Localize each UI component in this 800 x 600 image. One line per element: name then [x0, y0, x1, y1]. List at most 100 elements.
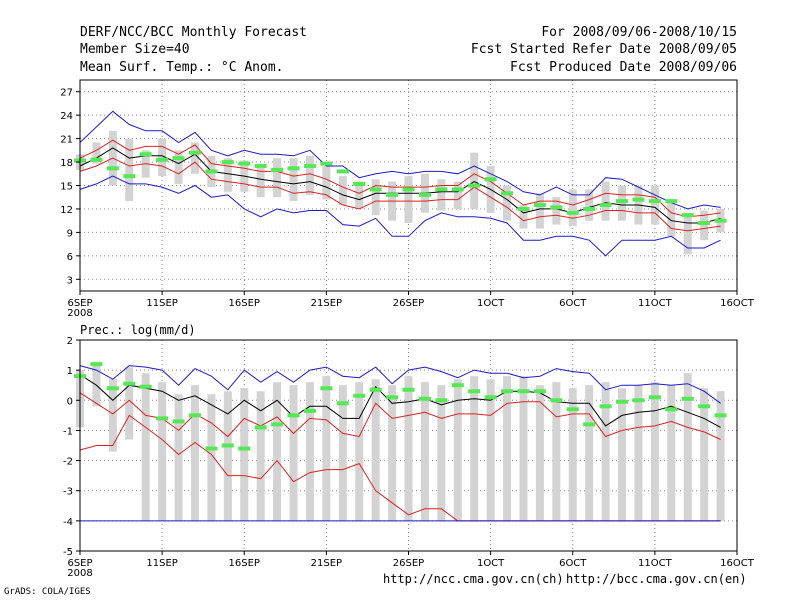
precip-ytick-label: -2 [63, 457, 73, 468]
precip-obs-marker [517, 389, 530, 394]
precip-range-box [141, 373, 150, 521]
temp-ytick-label: 12 [60, 205, 73, 216]
precip-xtick-label: 21SEP [311, 558, 342, 569]
temp-range-box [519, 205, 528, 229]
temp-range-box [700, 210, 709, 241]
temp-range-box [683, 212, 692, 255]
temp-xtick-label: 21SEP [311, 298, 342, 309]
precip-range-box [618, 388, 627, 521]
precip-range-box [190, 385, 199, 521]
precip-obs-marker [616, 399, 629, 404]
temp-obs-marker [468, 183, 481, 188]
temp-obs-marker [533, 203, 546, 208]
temp-obs-marker [221, 160, 234, 165]
temp-ytick-label: 9 [67, 228, 73, 239]
precip-obs-marker [123, 381, 136, 386]
precip-label: Prec.: log(mm/d) [80, 323, 196, 337]
temp-obs-marker [106, 166, 119, 171]
precip-obs-marker [599, 404, 612, 409]
precip-range-box [519, 376, 528, 521]
precip-obs-marker [550, 398, 563, 403]
grads-credit: GrADS: COLA/IGES [4, 587, 91, 597]
temp-range-box [650, 185, 659, 225]
temp-xtick-label: 11SEP [146, 298, 177, 309]
temp-obs-marker [501, 191, 514, 196]
temp-obs-marker [238, 161, 251, 166]
url-ncc[interactable]: http://ncc.cma.gov.cn(ch) [383, 572, 564, 586]
temp-range-box [552, 197, 561, 225]
precip-range-box [305, 382, 314, 521]
temp-line-ensemble_max [79, 110, 721, 210]
temp-range-box [92, 142, 101, 164]
precip-xtick-label: 16SEP [229, 558, 260, 569]
url-bcc[interactable]: http://bcc.cma.gov.cn(en) [566, 572, 747, 586]
precip-range-box [240, 388, 249, 521]
temp-obs-marker [139, 152, 152, 157]
precip-obs-marker [632, 398, 645, 403]
precip-xtick-label: 1OCT [477, 558, 505, 569]
precip-ytick-label: -5 [63, 547, 73, 558]
precip-obs-marker [435, 398, 448, 403]
precip-obs-marker [205, 446, 218, 451]
temp-range-box [273, 158, 282, 198]
temp-range-box [601, 181, 610, 221]
precip-obs-marker [468, 389, 481, 394]
temp-obs-marker [632, 197, 645, 202]
precip-obs-marker [451, 383, 464, 388]
precip-range-box [207, 394, 216, 521]
temp-ytick-label: 3 [67, 275, 73, 286]
precip-obs-marker [90, 362, 103, 367]
precip-obs-marker [271, 422, 284, 427]
precip-range-box [158, 382, 167, 521]
temp-xtick-label: 6OCT [559, 298, 587, 309]
temp-obs-marker [369, 187, 382, 192]
precip-xtick-label: 11SEP [146, 558, 177, 569]
precip-ytick-label: -4 [63, 517, 73, 528]
temp-obs-marker [484, 177, 497, 182]
temp-range-box [535, 193, 544, 229]
precip-obs-marker [583, 422, 596, 427]
precip-obs-marker [221, 443, 234, 448]
temp-obs-marker [714, 218, 727, 223]
temp-range-box [174, 150, 183, 184]
precip-range-box [585, 385, 594, 521]
temp-obs-marker [172, 156, 185, 161]
temp-obs-marker [320, 161, 333, 166]
precip-range-box [125, 367, 134, 440]
precip-range-box [503, 376, 512, 521]
precip-range-box [355, 382, 364, 521]
temp-obs-marker [123, 174, 136, 179]
precip-range-box [256, 391, 265, 521]
precip-range-box [700, 388, 709, 521]
precip-obs-marker [418, 396, 431, 401]
temp-obs-marker [616, 199, 629, 204]
temp-range-box [256, 163, 265, 198]
temp-obs-marker [156, 157, 169, 162]
temp-obs-marker [648, 199, 661, 204]
precip-obs-marker [484, 395, 497, 400]
precip-ytick-label: -3 [63, 487, 73, 498]
chart-title: DERF/NCC/BCC Monthly Forecast [80, 25, 307, 40]
precip-ytick-label: 0 [67, 396, 73, 407]
precip-range-box [338, 385, 347, 521]
precip-obs-marker [648, 395, 661, 400]
precip-range-box [470, 376, 479, 521]
temp-range-box [355, 181, 364, 209]
temp-line-lower_inner [79, 157, 721, 232]
precip-xtick-label: 6OCT [559, 558, 587, 569]
temp-range-box [453, 181, 462, 209]
member-size: Member Size=40 [80, 42, 190, 57]
precip-range-box [420, 382, 429, 521]
precip-range-box [108, 379, 117, 452]
temp-ytick-label: 21 [60, 135, 73, 146]
temp-range-box [190, 142, 199, 174]
temp-obs-marker [386, 192, 399, 197]
precip-obs-marker [139, 384, 152, 389]
temp-obs-marker [418, 192, 431, 197]
temp-range-box [437, 179, 446, 211]
temp-range-box [305, 155, 314, 195]
precip-range-box [683, 373, 692, 521]
precip-obs-marker [156, 416, 169, 421]
precip-range-box [453, 379, 462, 521]
temp-obs-marker [435, 187, 448, 192]
